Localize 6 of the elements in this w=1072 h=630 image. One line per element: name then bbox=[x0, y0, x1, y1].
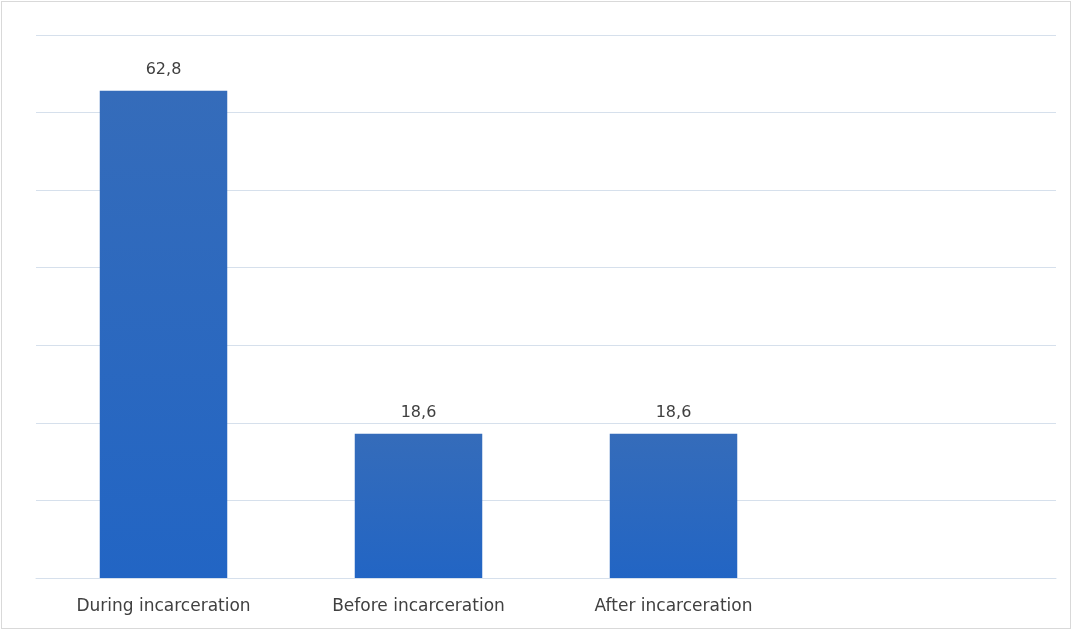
x-tick-label: Before incarceration bbox=[332, 594, 505, 615]
data-label: 62,8 bbox=[145, 59, 182, 79]
data-label: 18,6 bbox=[655, 402, 692, 422]
x-tick-label: During incarceration bbox=[76, 594, 251, 615]
data-label: 18,6 bbox=[400, 402, 437, 422]
x-tick-label: After incarceration bbox=[594, 594, 753, 615]
